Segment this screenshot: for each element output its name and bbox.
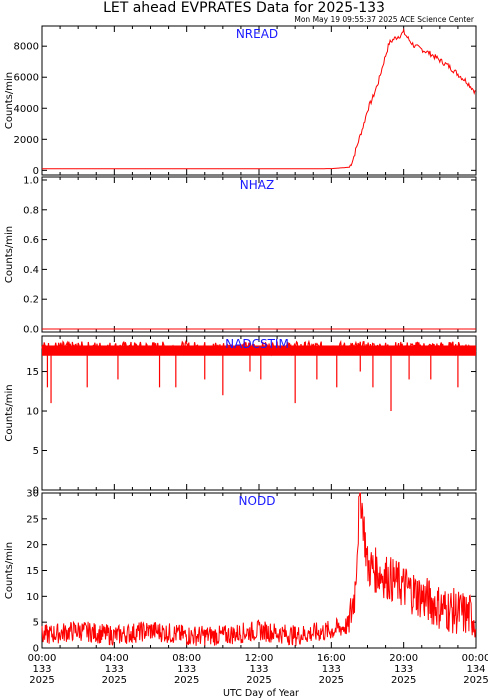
x-tick-label: 2025 [319,675,344,686]
x-tick-label: 08:00 [172,653,201,664]
panel-label: NADCSTIM [225,337,289,351]
plot-frame [41,335,477,491]
timestamp: Mon May 19 09:55:37 2025 ACE Science Cen… [294,15,475,24]
y-tick-label: 4000 [14,104,39,115]
y-tick-label: 8000 [14,42,39,53]
y-axis-label: Counts/min [4,542,15,599]
panels: 02000400060008000Counts/minNREAD0.00.20.… [4,25,477,655]
panel-nadcstim: 0 5 10 15 Counts/min NADCSTIM [4,335,477,497]
y-tick-label: 30 [26,489,39,500]
x-tick-label: 16:00 [317,653,346,664]
x-tick-label: 00:00 [28,653,57,664]
y-tick-label: 10 [26,592,39,603]
y-tick-label: 10 [26,407,39,418]
series-line-nread [42,27,476,170]
x-tick-label: 2025 [174,675,199,686]
y-tick-label: 0 [33,486,39,497]
y-tick-label: 15 [26,367,39,378]
y-axis-label: Counts/min [4,72,15,129]
plot-frame [41,25,477,176]
y-tick-label: 0.0 [23,325,39,336]
panel-label: NREAD [236,27,278,41]
y-tick-label: 25 [26,514,39,525]
y-tick-label: 15 [26,566,39,577]
plot-frame [41,176,477,333]
x-tick-label: 20:00 [389,653,418,664]
panel-label: NODD [239,494,276,508]
x-tick-label: 00:00 [462,653,488,664]
y-tick-label: 2000 [14,135,39,146]
x-tick-label: 134 [466,664,485,675]
x-axis-label: UTC Day of Year [223,688,299,699]
y-tick-label: 1.0 [23,175,39,186]
y-tick-label: 0.6 [23,235,39,246]
panel-nread: 0 2000 4000 6000 8000 Counts/min NREAD [4,25,477,177]
x-tick-label: 2025 [463,675,488,686]
x-tick-label: 12:00 [245,653,274,664]
chart-title: LET ahead EVPRATES Data for 2025-133 [103,0,385,16]
x-tick-label: 2025 [246,675,271,686]
y-tick-label: 0 [33,166,39,177]
y-tick-label: 0.4 [23,265,39,276]
y-tick-label: 0 [33,644,39,655]
series-line-nodd [41,492,476,646]
panel-label: NHAZ [240,178,274,192]
y-axis-label: Counts/min [4,226,15,283]
x-tick-label: 2025 [391,675,416,686]
x-tick-label: 2025 [29,675,54,686]
x-tick-label: 133 [249,664,268,675]
y-tick-label: 0.2 [23,295,39,306]
y-tick-label: 5 [33,618,39,629]
x-tick-label: 133 [32,664,51,675]
y-tick-label: 6000 [14,73,39,84]
panel-nhaz: 0.0 0.2 0.4 0.6 0.8 1.0 Counts/min NHAZ [4,175,477,336]
y-tick-label: 20 [26,540,39,551]
x-tick-label: 133 [322,664,341,675]
y-tick-label: 0.8 [23,205,39,216]
series-band-nadcstim [42,345,476,356]
x-tick-label: 133 [177,664,196,675]
y-tick-label: 5 [33,446,39,457]
y-axis-label: Counts/min [4,384,15,441]
panel-nodd: 0 5 10 15 20 25 30 Counts/min NODD [4,489,477,655]
x-tick-label: 133 [394,664,413,675]
x-tick-label: 04:00 [100,653,129,664]
x-tick-label: 2025 [102,675,127,686]
x-axis-ticks: 00:00133202504:00133202508:00133202512:0… [28,653,488,686]
x-tick-label: 133 [105,664,124,675]
